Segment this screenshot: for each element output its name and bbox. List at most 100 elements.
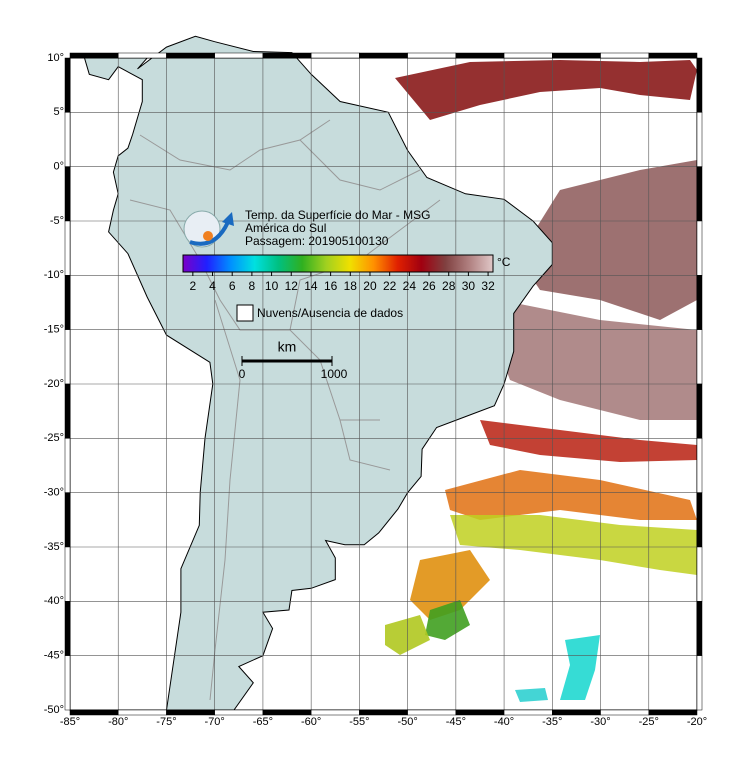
frame-bar (696, 438, 703, 493)
colorbar-tick-label: 4 (209, 279, 216, 293)
legend: Nuvens/Ausencia de dados (236, 304, 403, 322)
lon-label: -40° (494, 716, 514, 728)
frame-bar (407, 709, 457, 716)
land (83, 35, 553, 711)
logo (183, 210, 234, 248)
frame-bar (166, 709, 215, 716)
frame-bar (64, 329, 71, 385)
frame-bar (69, 709, 119, 716)
lat-label: -15° (44, 324, 64, 336)
frame-bar (648, 52, 698, 59)
map-frame (64, 52, 703, 716)
colorbar-tick-label: 10 (265, 279, 279, 293)
scale-end: 1000 (321, 367, 348, 381)
frame-bar (648, 709, 698, 716)
lat-label: -20° (44, 378, 64, 390)
colorbar: 2 4 6 8 10 12 14 16 18 20 22 24 26 28 30 32°C (182, 254, 511, 293)
lat-label: 0° (53, 161, 64, 173)
frame-bar (214, 52, 264, 59)
frame-bar (696, 383, 703, 439)
frame-bar (552, 709, 601, 716)
frame-bar (600, 52, 650, 59)
scale-bar: km 0 1000 (239, 339, 348, 381)
frame-bar (696, 329, 703, 385)
lon-label: -75° (156, 716, 176, 728)
frame-bar (64, 57, 71, 113)
scale-start: 0 (239, 367, 246, 381)
frame-bar (214, 709, 264, 716)
frame-bar (117, 52, 167, 59)
frame-bar (696, 220, 703, 276)
scale-unit: km (278, 339, 297, 355)
frame-bar (64, 220, 71, 276)
lat-label: -10° (44, 269, 64, 281)
lon-label: -25° (639, 716, 659, 728)
frame-bar (503, 709, 553, 716)
sst-patches (385, 60, 697, 702)
lat-label: -30° (44, 487, 64, 499)
colorbar-tick-label: 16 (324, 279, 338, 293)
frame-bar (455, 52, 505, 59)
frame-bar (407, 52, 457, 59)
frame-bar (696, 57, 703, 113)
frame-bar (262, 52, 312, 59)
lat-label: 5° (53, 106, 64, 118)
lat-label: -50° (44, 704, 64, 716)
colorbar-tick-label: 2 (189, 279, 196, 293)
title-line: Passagem: 201905100130 (245, 234, 389, 248)
frame-bar (64, 112, 71, 167)
lon-label: -45° (446, 716, 466, 728)
colorbar-tick-label: 18 (344, 279, 358, 293)
lon-label: -30° (590, 716, 610, 728)
frame-bar (310, 709, 360, 716)
lon-label: -55° (349, 716, 369, 728)
lat-label: -40° (44, 595, 64, 607)
frame-bar (696, 655, 703, 711)
colorbar-tick-label: 20 (363, 279, 377, 293)
colorbar-tick-label: 6 (229, 279, 236, 293)
frame-bar (64, 438, 71, 493)
frame-bar (310, 52, 360, 59)
colorbar-tick-label: 26 (422, 279, 436, 293)
frame-bar (64, 166, 71, 222)
colorbar-tick-label: 14 (304, 279, 318, 293)
frame-bar (696, 492, 703, 548)
lat-label: -25° (44, 432, 64, 444)
frame-bar (600, 709, 650, 716)
colorbar-tick-label: 8 (249, 279, 256, 293)
lon-label: -20° (687, 716, 707, 728)
lon-label: -65° (253, 716, 273, 728)
frame-bar (696, 112, 703, 167)
colorbar-tick-label: 24 (403, 279, 417, 293)
colorbar-tick-label: 32 (481, 279, 495, 293)
frame-bar (117, 709, 167, 716)
colorbar-tick-label: 22 (383, 279, 397, 293)
frame-bar (262, 709, 312, 716)
lon-label: -70° (205, 716, 225, 728)
frame-bar (359, 52, 408, 59)
lon-label: -80° (108, 716, 128, 728)
frame-bar (64, 275, 71, 330)
colorbar-tick-label: 28 (442, 279, 456, 293)
colorbar-ramp (182, 254, 494, 273)
colorbar-unit: °C (497, 255, 511, 269)
lat-label: -5° (50, 215, 64, 227)
legend-label: Nuvens/Ausencia de dados (257, 306, 403, 320)
title-block: Temp. da Superfície do Mar - MSGAmérica … (245, 208, 430, 248)
frame-bar (503, 52, 553, 59)
frame-bar (455, 709, 505, 716)
colorbar-tick-label: 30 (462, 279, 476, 293)
lon-label: -50° (397, 716, 417, 728)
colorbar-tick-label: 12 (285, 279, 299, 293)
title-line: Temp. da Superfície do Mar - MSG (245, 208, 430, 222)
frame-bar (64, 383, 71, 439)
lat-label: -45° (44, 650, 64, 662)
lat-label: 10° (47, 52, 64, 64)
frame-bar (696, 275, 703, 330)
title-line: América do Sul (245, 221, 326, 235)
frame-bar (696, 546, 703, 602)
frame-bar (69, 52, 119, 59)
frame-bar (64, 655, 71, 711)
lon-label: -35° (542, 716, 562, 728)
